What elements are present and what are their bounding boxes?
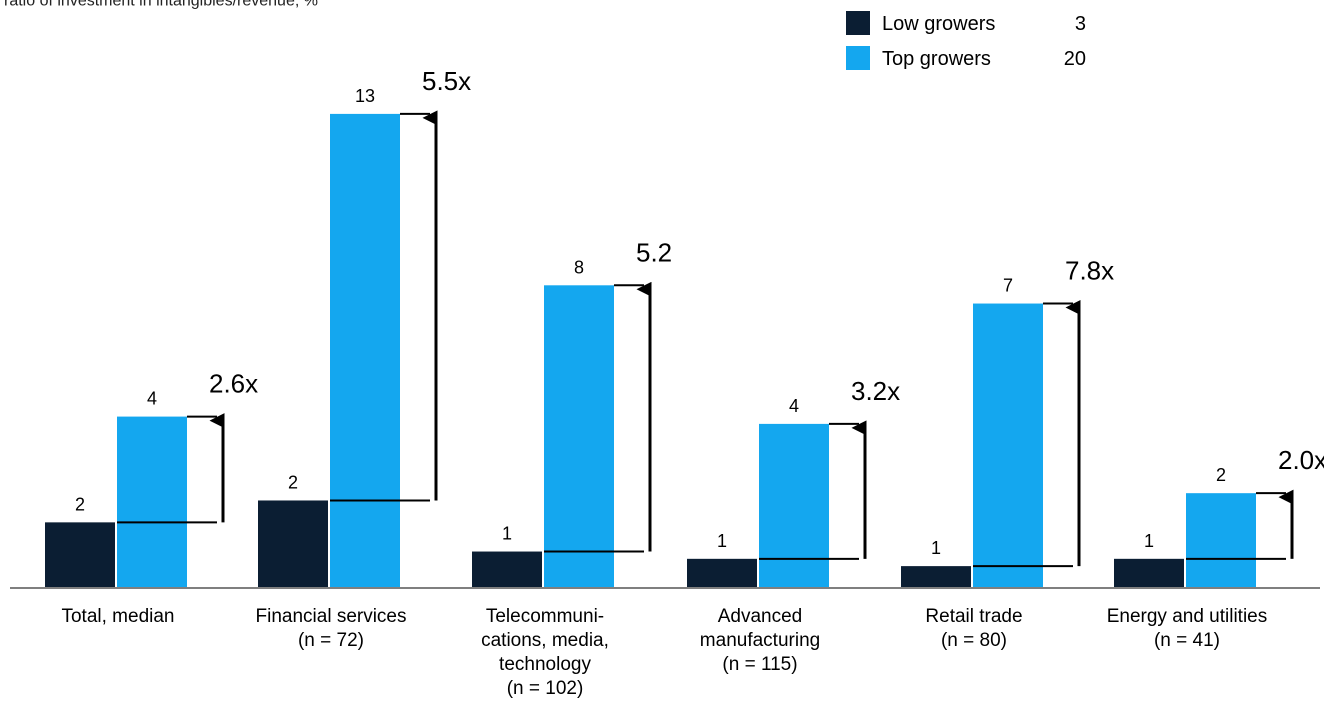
multiplier-label: 5.5x	[422, 66, 471, 96]
category-label: (n = 115)	[722, 654, 797, 675]
bar-top-growers	[544, 285, 614, 588]
legend-item-top-growers: Top growers 20	[846, 45, 1086, 80]
bar-top-growers	[1186, 493, 1256, 588]
legend-item-low-growers: Low growers 3	[846, 10, 1086, 45]
data-label-top-growers: 2	[1216, 465, 1226, 485]
multiplier-label: 3.2x	[851, 376, 900, 406]
bar-top-growers	[759, 423, 829, 588]
legend-swatch-top-growers	[846, 46, 870, 70]
category-label: cations, media,	[481, 630, 609, 651]
bar-top-growers	[330, 113, 400, 589]
data-label-low-growers: 1	[717, 531, 727, 551]
data-label-top-growers: 4	[147, 389, 157, 409]
category-label: Telecommuni-	[486, 606, 604, 627]
bar-low-growers	[901, 566, 971, 588]
subtitle-text: ratio of investment in intangibles/reven…	[4, 0, 318, 10]
multiplier-label: 2.0x	[1278, 445, 1324, 475]
category-label: (n = 41)	[1154, 630, 1220, 651]
data-label-top-growers: 8	[574, 257, 584, 277]
multiplier-label: 5.2	[636, 237, 672, 267]
category-label: (n = 72)	[298, 630, 364, 651]
subtitle-footnote: 1	[318, 0, 323, 1]
bar-low-growers	[1114, 558, 1184, 588]
multiplier-label: 2.6x	[209, 369, 258, 399]
bar-top-growers	[117, 416, 187, 588]
bar-low-growers	[45, 522, 115, 588]
legend-swatch-low-growers	[846, 11, 870, 35]
bar-low-growers	[687, 558, 757, 588]
category-label: (n = 80)	[941, 630, 1007, 651]
data-label-low-growers: 2	[288, 472, 298, 492]
category-label: manufacturing	[700, 630, 820, 651]
legend-label-top-growers: Top growers	[882, 48, 991, 70]
data-label-low-growers: 2	[75, 494, 85, 514]
legend-label-low-growers: Low growers	[882, 13, 996, 35]
bar-top-growers	[973, 303, 1043, 588]
multiplier-label: 7.8x	[1065, 256, 1114, 286]
category-label: technology	[499, 654, 591, 675]
legend-count-low-growers: 3	[1074, 13, 1086, 35]
data-label-top-growers: 4	[789, 396, 799, 416]
category-label: Financial services	[256, 606, 407, 627]
data-label-low-growers: 1	[502, 524, 512, 544]
legend-count-top-growers: 20	[1063, 48, 1086, 70]
chart-subtitle: ratio of investment in intangibles/reven…	[4, 0, 323, 10]
data-label-low-growers: 1	[1144, 531, 1154, 551]
bar-low-growers	[472, 551, 542, 588]
category-label: Retail trade	[925, 606, 1022, 627]
category-label: Energy and utilities	[1107, 606, 1268, 627]
data-label-low-growers: 1	[931, 538, 941, 558]
data-label-top-growers: 7	[1003, 276, 1013, 296]
category-label: Advanced	[718, 606, 803, 627]
category-label: (n = 102)	[507, 678, 584, 699]
category-label: Total, median	[61, 606, 174, 627]
legend: Low growers 3 Top growers 20	[846, 10, 1086, 80]
bar-low-growers	[258, 500, 328, 588]
data-label-top-growers: 13	[355, 86, 375, 106]
